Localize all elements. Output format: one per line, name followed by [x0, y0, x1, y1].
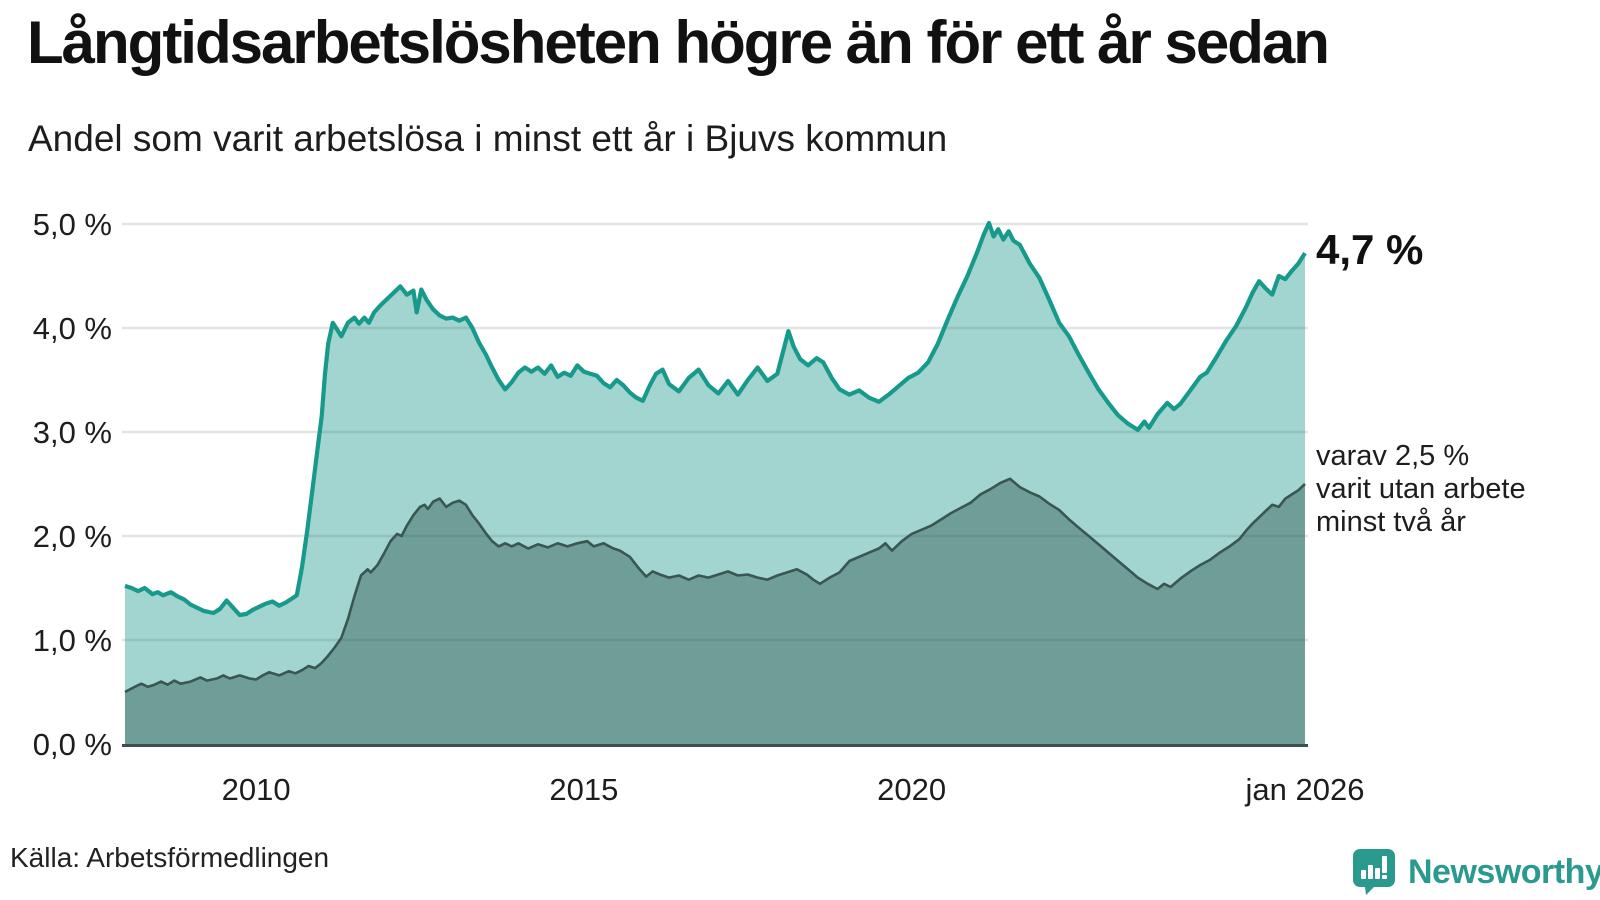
area-two-years — [125, 478, 1305, 744]
latest-value-annotation: 4,7 % — [1316, 226, 1424, 273]
chart-subtitle: Andel som varit arbetslösa i minst ett å… — [28, 118, 948, 159]
secondary-series-annotation: varav 2,5 % varit utan arbete minst två … — [1316, 440, 1526, 539]
y-tick-label: 3,0 % — [32, 415, 112, 450]
newsworthy-logo: Newsworthy — [1352, 848, 1600, 896]
x-tick-label: 2010 — [221, 772, 291, 807]
annotation-line-3: minst två år — [1316, 506, 1466, 538]
y-tick-label: 4,0 % — [32, 311, 112, 346]
source-caption: Källa: Arbetsförmedlingen — [10, 842, 330, 873]
x-tick-label: 2015 — [549, 772, 619, 807]
annotation-line-1: varav 2,5 % — [1316, 440, 1470, 472]
line-two-years — [124, 477, 1306, 694]
annotation-line-2: varit utan arbete — [1316, 473, 1526, 505]
speech-bubble-bar-chart-icon — [1353, 849, 1395, 895]
y-tick-label: 5,0 % — [32, 207, 112, 242]
line-total — [124, 220, 1307, 618]
y-tick-label: 2,0 % — [32, 519, 112, 554]
newsworthy-logo-text: Newsworthy — [1408, 852, 1600, 891]
y-tick-label: 0,0 % — [32, 727, 112, 762]
page-title: Långtidsarbetslösheten högre än för ett … — [27, 9, 1330, 76]
y-tick-label: 1,0 % — [32, 623, 112, 658]
x-tick-label: 2020 — [877, 772, 947, 807]
x-tick-label: jan 2026 — [1245, 772, 1365, 807]
